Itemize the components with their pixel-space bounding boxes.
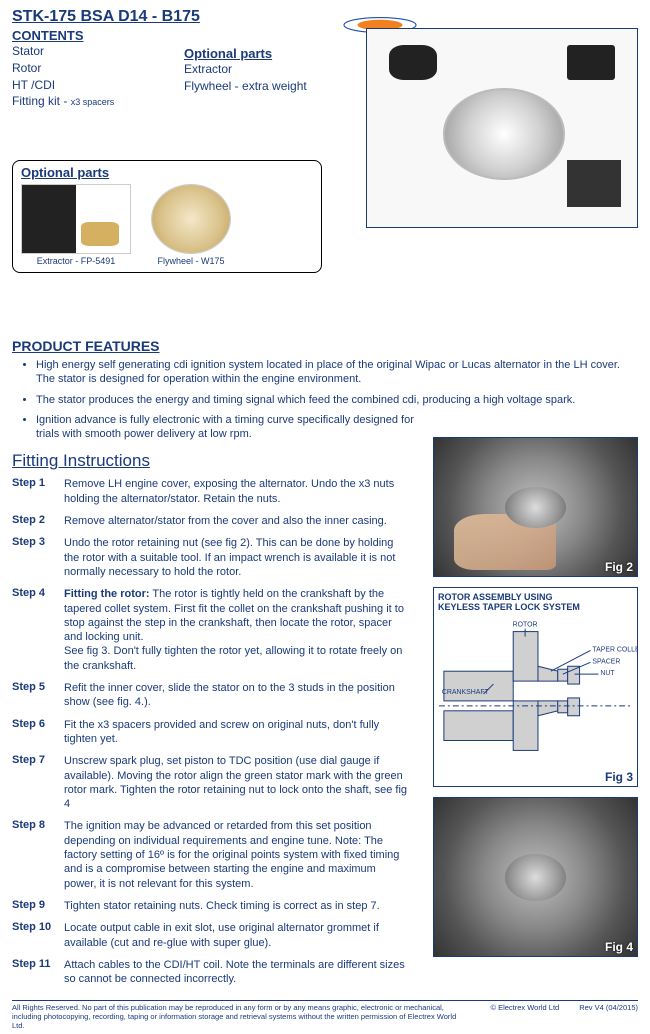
svg-text:NUT: NUT	[600, 671, 615, 678]
fitting-kit-label: Fitting kit -	[12, 94, 71, 108]
footer-copyright: © Electrex World Ltd	[470, 1003, 579, 1030]
figure-3-title: ROTOR ASSEMBLY USING KEYLESS TAPER LOCK …	[434, 588, 637, 616]
figure-label: Fig 4	[605, 940, 633, 954]
step-text: Remove alternator/stator from the cover …	[64, 514, 409, 528]
step-text: Fitting the rotor: The rotor is tightly …	[64, 587, 409, 673]
step-text: Undo the rotor retaining nut (see fig 2)…	[64, 536, 409, 579]
figure-4: Fig 4	[433, 797, 638, 957]
feature-item: The stator produces the energy and timin…	[36, 393, 638, 407]
contents-item: Rotor	[12, 60, 172, 77]
step-number: Step 1	[12, 477, 64, 506]
svg-text:CRANKSHAFT: CRANKSHAFT	[442, 689, 490, 696]
svg-text:TAPER COLLET: TAPER COLLET	[592, 647, 637, 654]
step-text: Attach cables to the CDI/HT coil. Note t…	[64, 958, 409, 987]
product-features-section: PRODUCT FEATURES High energy self genera…	[12, 338, 638, 441]
svg-text:ROTOR: ROTOR	[513, 622, 538, 629]
footer-revision: Rev V4 (04/2015)	[579, 1003, 638, 1030]
fitting-steps: Fig 2 ROTOR ASSEMBLY USING KEYLESS TAPER…	[12, 477, 638, 986]
fitting-kit-note: x3 spacers	[71, 97, 115, 107]
step-text: Locate output cable in exit slot, use or…	[64, 921, 409, 950]
optional-item: Extractor	[184, 61, 354, 78]
optional-item: Flywheel - extra weight	[184, 78, 354, 95]
step-number: Step 9	[12, 899, 64, 913]
optional-heading: Optional parts	[184, 46, 354, 61]
step-text: The ignition may be advanced or retarded…	[64, 819, 409, 890]
optional-parts-box: Optional parts Extractor - FP-5491 Flywh…	[12, 160, 322, 273]
step-row: Step 11Attach cables to the CDI/HT coil.…	[12, 958, 638, 987]
step-number: Step 8	[12, 819, 64, 890]
step-number: Step 10	[12, 921, 64, 950]
contents-item: HT /CDI	[12, 77, 172, 94]
step-text: Unscrew spark plug, set piston to TDC po…	[64, 754, 409, 811]
step-number: Step 4	[12, 587, 64, 673]
figure-3: ROTOR ASSEMBLY USING KEYLESS TAPER LOCK …	[433, 587, 638, 787]
step-number: Step 5	[12, 681, 64, 710]
page-title: STK-175 BSA D14 - B175	[12, 8, 638, 26]
contents-heading: CONTENTS	[12, 28, 172, 43]
step-text: Remove LH engine cover, exposing the alt…	[64, 477, 409, 506]
footer: All Rights Reserved. No part of this pub…	[12, 1000, 638, 1030]
features-heading: PRODUCT FEATURES	[12, 338, 638, 354]
main-product-image	[366, 28, 638, 228]
step-number: Step 3	[12, 536, 64, 579]
feature-item: Ignition advance is fully electronic wit…	[36, 413, 436, 442]
step-text: Tighten stator retaining nuts. Check tim…	[64, 899, 409, 913]
optional-part-flywheel: Flywheel - W175	[151, 184, 231, 266]
contents-list: Stator Rotor HT /CDI Fitting kit - x3 sp…	[12, 43, 172, 110]
step-number: Step 6	[12, 718, 64, 747]
step-number: Step 7	[12, 754, 64, 811]
figure-label: Fig 3	[605, 770, 633, 784]
optional-box-heading: Optional parts	[21, 165, 313, 180]
figure-2: Fig 2	[433, 437, 638, 577]
feature-item: High energy self generating cdi ignition…	[36, 358, 638, 387]
step-number: Step 11	[12, 958, 64, 987]
step-text: Fit the x3 spacers provided and screw on…	[64, 718, 409, 747]
step-number: Step 2	[12, 514, 64, 528]
step-text: Refit the inner cover, slide the stator …	[64, 681, 409, 710]
footer-copyright-text: All Rights Reserved. No part of this pub…	[12, 1003, 470, 1030]
figure-label: Fig 2	[605, 560, 633, 574]
optional-part-label: Extractor - FP-5491	[37, 256, 116, 266]
contents-item: Fitting kit - x3 spacers	[12, 93, 172, 110]
optional-part-extractor: Extractor - FP-5491	[21, 184, 131, 266]
optional-part-label: Flywheel - W175	[157, 256, 224, 266]
svg-text:SPACER: SPACER	[592, 659, 620, 666]
contents-item: Stator	[12, 43, 172, 60]
